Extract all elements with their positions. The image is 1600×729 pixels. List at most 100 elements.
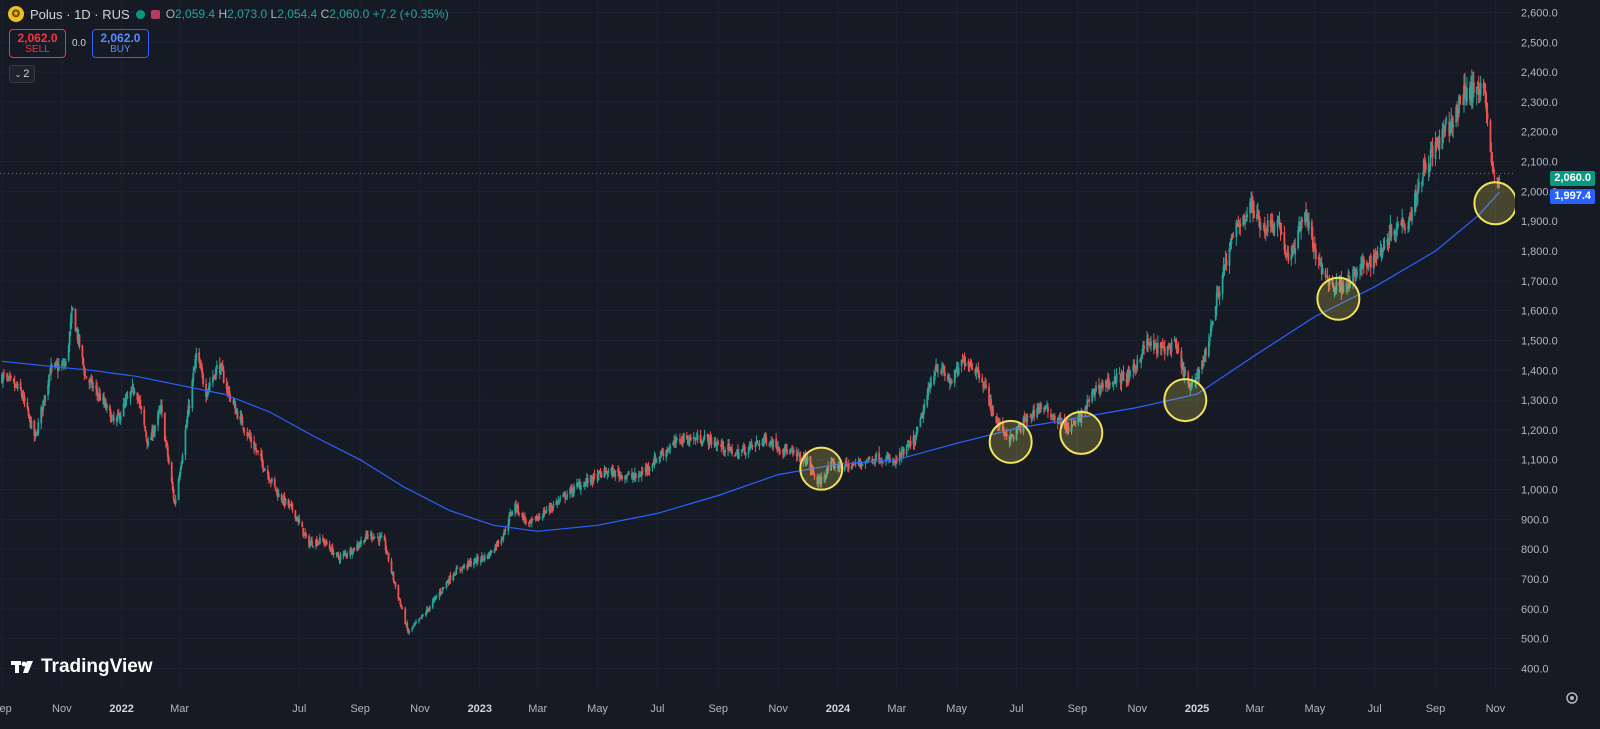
candle-body — [1442, 130, 1445, 133]
candle-body — [1258, 210, 1260, 220]
candle-body — [1383, 245, 1386, 248]
candle-body — [964, 362, 967, 367]
candle-body — [613, 470, 616, 477]
candle-body — [820, 477, 823, 484]
candle-body — [298, 518, 301, 523]
candle-body — [1033, 409, 1036, 417]
candle-body — [1403, 225, 1406, 229]
candle-body — [920, 413, 923, 419]
candle-body — [909, 440, 912, 447]
candle-body — [688, 437, 691, 443]
candle-body — [338, 559, 341, 561]
candle-body — [329, 549, 332, 552]
candle-body — [1053, 415, 1056, 420]
candle-body — [641, 471, 644, 473]
candle-body — [501, 538, 504, 540]
candle-body — [15, 384, 18, 388]
candle-body — [898, 452, 901, 462]
candle-body — [552, 504, 555, 508]
candle-body — [229, 397, 232, 399]
candle-body — [215, 365, 218, 370]
candle-body — [1484, 90, 1487, 104]
candle-body — [1002, 430, 1005, 434]
candle-body — [263, 468, 265, 471]
candle-body — [634, 472, 637, 479]
candle-body — [1388, 231, 1391, 244]
candle-body — [729, 447, 731, 450]
candle-body — [56, 363, 58, 365]
settings-icon[interactable] — [1515, 688, 1600, 729]
candle-body — [19, 382, 22, 390]
candle-body — [209, 383, 211, 386]
candle-body — [1243, 214, 1246, 223]
candle-body — [675, 437, 677, 444]
time-tick-label: Nov — [1486, 703, 1506, 715]
candle-body — [1496, 177, 1499, 180]
candle-body — [503, 529, 506, 536]
candle-body — [424, 612, 427, 616]
candle-body — [905, 445, 908, 455]
candle-body — [1121, 372, 1124, 375]
candle-body — [180, 462, 183, 468]
candle-body — [1204, 349, 1206, 356]
candle-body — [1210, 323, 1213, 328]
time-axis[interactable]: Sep Nov 2022 Mar Jul Sep Nov 2023 Mar May Jul Sep No… — [0, 688, 1515, 729]
candle-body — [950, 380, 953, 384]
data-flag-icon — [150, 9, 160, 19]
candle-body — [273, 478, 276, 486]
candle-body — [460, 570, 463, 572]
candle-body — [715, 444, 718, 446]
candle-body — [117, 412, 120, 415]
indicators-toggle[interactable]: ⌄ 2 — [9, 65, 35, 83]
candle-body — [864, 462, 867, 464]
price-axis[interactable]: 400.0 500.0 600.0 700.0 800.0 900.0 1,000.0 1,1… — [1515, 0, 1600, 688]
candle-body — [109, 411, 112, 423]
candle-body — [1362, 258, 1365, 265]
candle-body — [748, 444, 751, 448]
time-tick-label: Jul — [650, 703, 664, 715]
candle-body — [1365, 263, 1368, 267]
candle-body — [1225, 259, 1228, 266]
candle-body — [1298, 221, 1301, 231]
candle-body — [1043, 408, 1045, 410]
sell-button[interactable]: 2,062.0 SELL — [9, 29, 66, 58]
candle-body — [1318, 260, 1321, 265]
candle-body — [383, 535, 386, 541]
candle-body — [331, 547, 334, 555]
candle-body — [1070, 425, 1073, 432]
candle-body — [1253, 210, 1255, 219]
candle-body — [735, 450, 738, 452]
candle-body — [962, 358, 965, 363]
candle-body — [558, 499, 561, 501]
candle-body — [926, 395, 929, 407]
candle-body — [255, 448, 257, 451]
candle-body — [586, 478, 589, 484]
chart-area[interactable] — [0, 0, 1515, 688]
buy-button[interactable]: 2,062.0 BUY — [91, 29, 149, 58]
candle-body — [110, 416, 113, 422]
candle-body — [295, 517, 298, 520]
price-chart[interactable] — [0, 0, 1515, 688]
candle-body — [332, 552, 335, 555]
ma-value-tag: 1,997.4 — [1550, 189, 1595, 204]
candle-body — [775, 438, 778, 448]
candle-body — [111, 415, 114, 417]
candle-body — [1287, 252, 1290, 262]
candle-body — [1304, 212, 1306, 222]
candle-body — [1104, 380, 1107, 387]
candle-body — [494, 544, 497, 551]
highlight-circle — [988, 419, 1033, 464]
symbol-title[interactable]: Polus · 1D · RUS — [30, 6, 130, 22]
candle-body — [978, 373, 981, 379]
candle-body — [523, 515, 525, 520]
candle-body — [287, 499, 290, 506]
candle-body — [143, 409, 146, 425]
candle-body — [577, 483, 579, 485]
candle-body — [1146, 338, 1148, 350]
candle-body — [315, 540, 317, 546]
candle-body — [1091, 391, 1093, 402]
candle-body — [449, 575, 452, 581]
candle-body — [1416, 188, 1419, 195]
candle-body — [67, 345, 70, 361]
candle-body — [1335, 281, 1338, 292]
